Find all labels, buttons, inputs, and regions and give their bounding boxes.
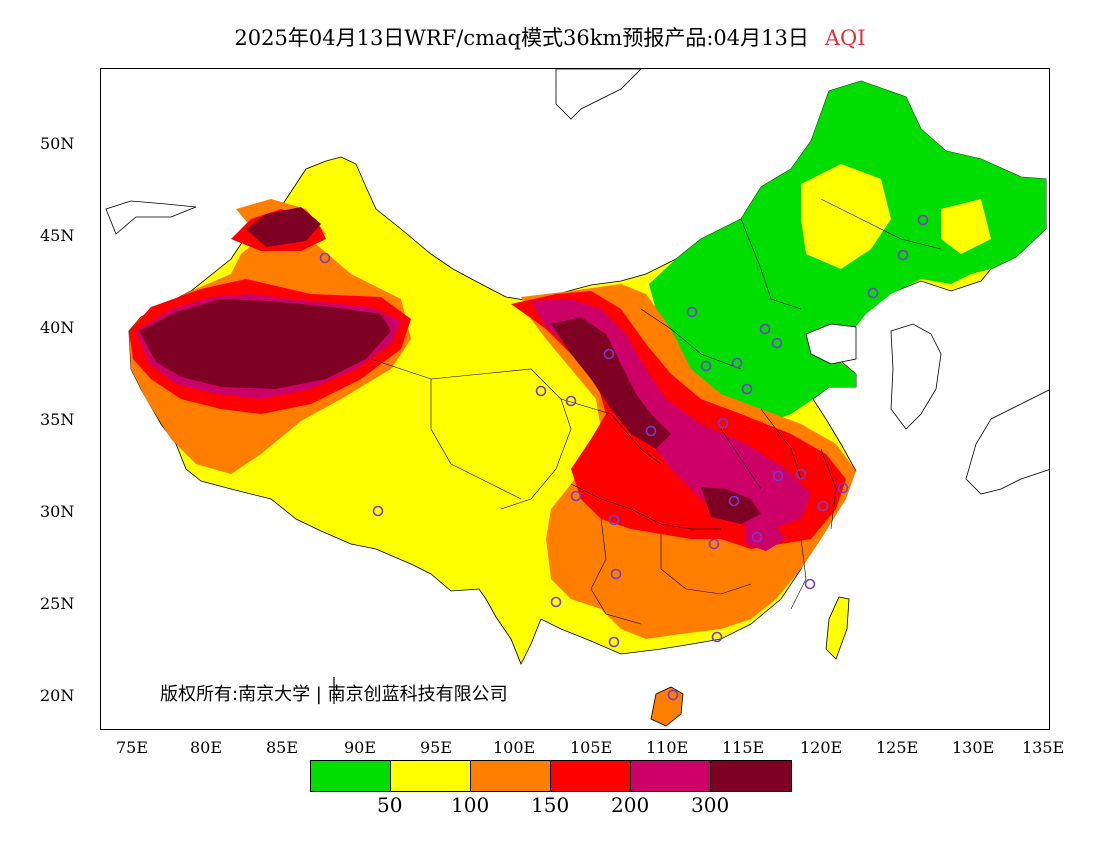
zone-very-unhealthy-spot <box>746 519 786 551</box>
legend-label: 150 <box>531 793 570 817</box>
copyright-text: 版权所有:南京大学 | 南京创蓝科技有限公司 <box>160 684 508 705</box>
taiwan-island <box>825 596 850 660</box>
city-marker <box>608 636 620 648</box>
caspian-outline <box>105 200 197 235</box>
city-marker <box>550 596 562 608</box>
city-marker <box>708 538 720 550</box>
y-tick-label: 30N <box>40 502 75 521</box>
city-marker <box>610 568 622 580</box>
y-tick-label: 35N <box>40 410 75 429</box>
x-tick-label: 95E <box>420 738 453 757</box>
x-tick-label: 130E <box>952 738 995 757</box>
city-marker <box>667 689 679 701</box>
city-marker <box>917 214 929 226</box>
city-marker <box>319 252 331 264</box>
y-tick-label: 20N <box>40 686 75 705</box>
city-marker <box>603 348 615 360</box>
map-title: 2025年04月13日WRF/cmaq模式36km预报产品:04月13日 AQI <box>0 22 1100 52</box>
x-tick-label: 75E <box>116 738 149 757</box>
aqi-map <box>105 69 1049 727</box>
city-marker <box>608 514 620 526</box>
zone-hazardous-central <box>551 317 671 449</box>
city-markers <box>319 214 929 701</box>
city-marker <box>711 631 723 643</box>
legend-swatch <box>311 761 391 791</box>
color-legend <box>310 760 792 792</box>
bohai-sea <box>805 323 857 365</box>
russia-coast-outline <box>555 69 642 120</box>
x-tick-label: 110E <box>646 738 689 757</box>
city-marker <box>897 249 909 261</box>
zone-hazardous-tarim <box>139 299 391 389</box>
city-marker <box>645 425 657 437</box>
x-tick-label: 80E <box>190 738 223 757</box>
x-tick-label: 115E <box>722 738 765 757</box>
hainan-island <box>650 686 684 727</box>
city-marker <box>804 578 816 590</box>
y-tick-label: 40N <box>40 318 75 337</box>
legend-swatch <box>551 761 631 791</box>
zone-hazardous-south <box>701 487 761 524</box>
city-marker <box>728 495 740 507</box>
province-boundaries <box>370 198 942 625</box>
city-marker <box>686 306 698 318</box>
y-tick-label: 50N <box>40 134 75 153</box>
korea-peninsula-outline <box>890 323 942 430</box>
legend-label: 100 <box>451 793 490 817</box>
city-marker <box>759 323 771 335</box>
x-tick-label: 135E <box>1022 738 1065 757</box>
legend-swatch <box>391 761 471 791</box>
legend-label: 200 <box>611 793 650 817</box>
city-marker <box>772 470 784 482</box>
zone-moderate-northeast <box>801 164 891 269</box>
y-tick-label: 45N <box>40 226 75 245</box>
legend-label: 300 <box>691 793 730 817</box>
x-tick-label: 120E <box>800 738 843 757</box>
zone-hazardous-dzungaria <box>246 207 321 247</box>
city-marker <box>565 395 577 407</box>
city-marker <box>731 357 743 369</box>
city-marker <box>751 531 763 543</box>
city-marker <box>795 468 807 480</box>
legend-swatch <box>711 761 791 791</box>
city-marker <box>867 287 879 299</box>
x-tick-label: 85E <box>266 738 299 757</box>
city-marker <box>837 482 849 494</box>
y-tick-label: 25N <box>40 594 75 613</box>
x-tick-label: 90E <box>344 738 377 757</box>
x-tick-label: 100E <box>493 738 536 757</box>
city-marker <box>741 383 753 395</box>
legend-label: 50 <box>377 793 403 817</box>
title-variable: AQI <box>824 26 866 50</box>
city-marker <box>817 500 829 512</box>
title-main: 2025年04月13日WRF/cmaq模式36km预报产品:04月13日 <box>234 26 809 50</box>
city-marker <box>372 505 384 517</box>
zone-good-north-band <box>941 199 991 254</box>
japan-outline <box>965 389 1049 495</box>
legend-swatch <box>631 761 711 791</box>
x-tick-label: 125E <box>876 738 919 757</box>
legend-swatch <box>471 761 551 791</box>
city-marker <box>771 337 783 349</box>
city-marker <box>570 490 582 502</box>
x-tick-label: 105E <box>570 738 613 757</box>
city-marker <box>700 360 712 372</box>
city-marker <box>535 385 547 397</box>
city-marker <box>717 417 729 429</box>
map-panel <box>100 68 1050 730</box>
